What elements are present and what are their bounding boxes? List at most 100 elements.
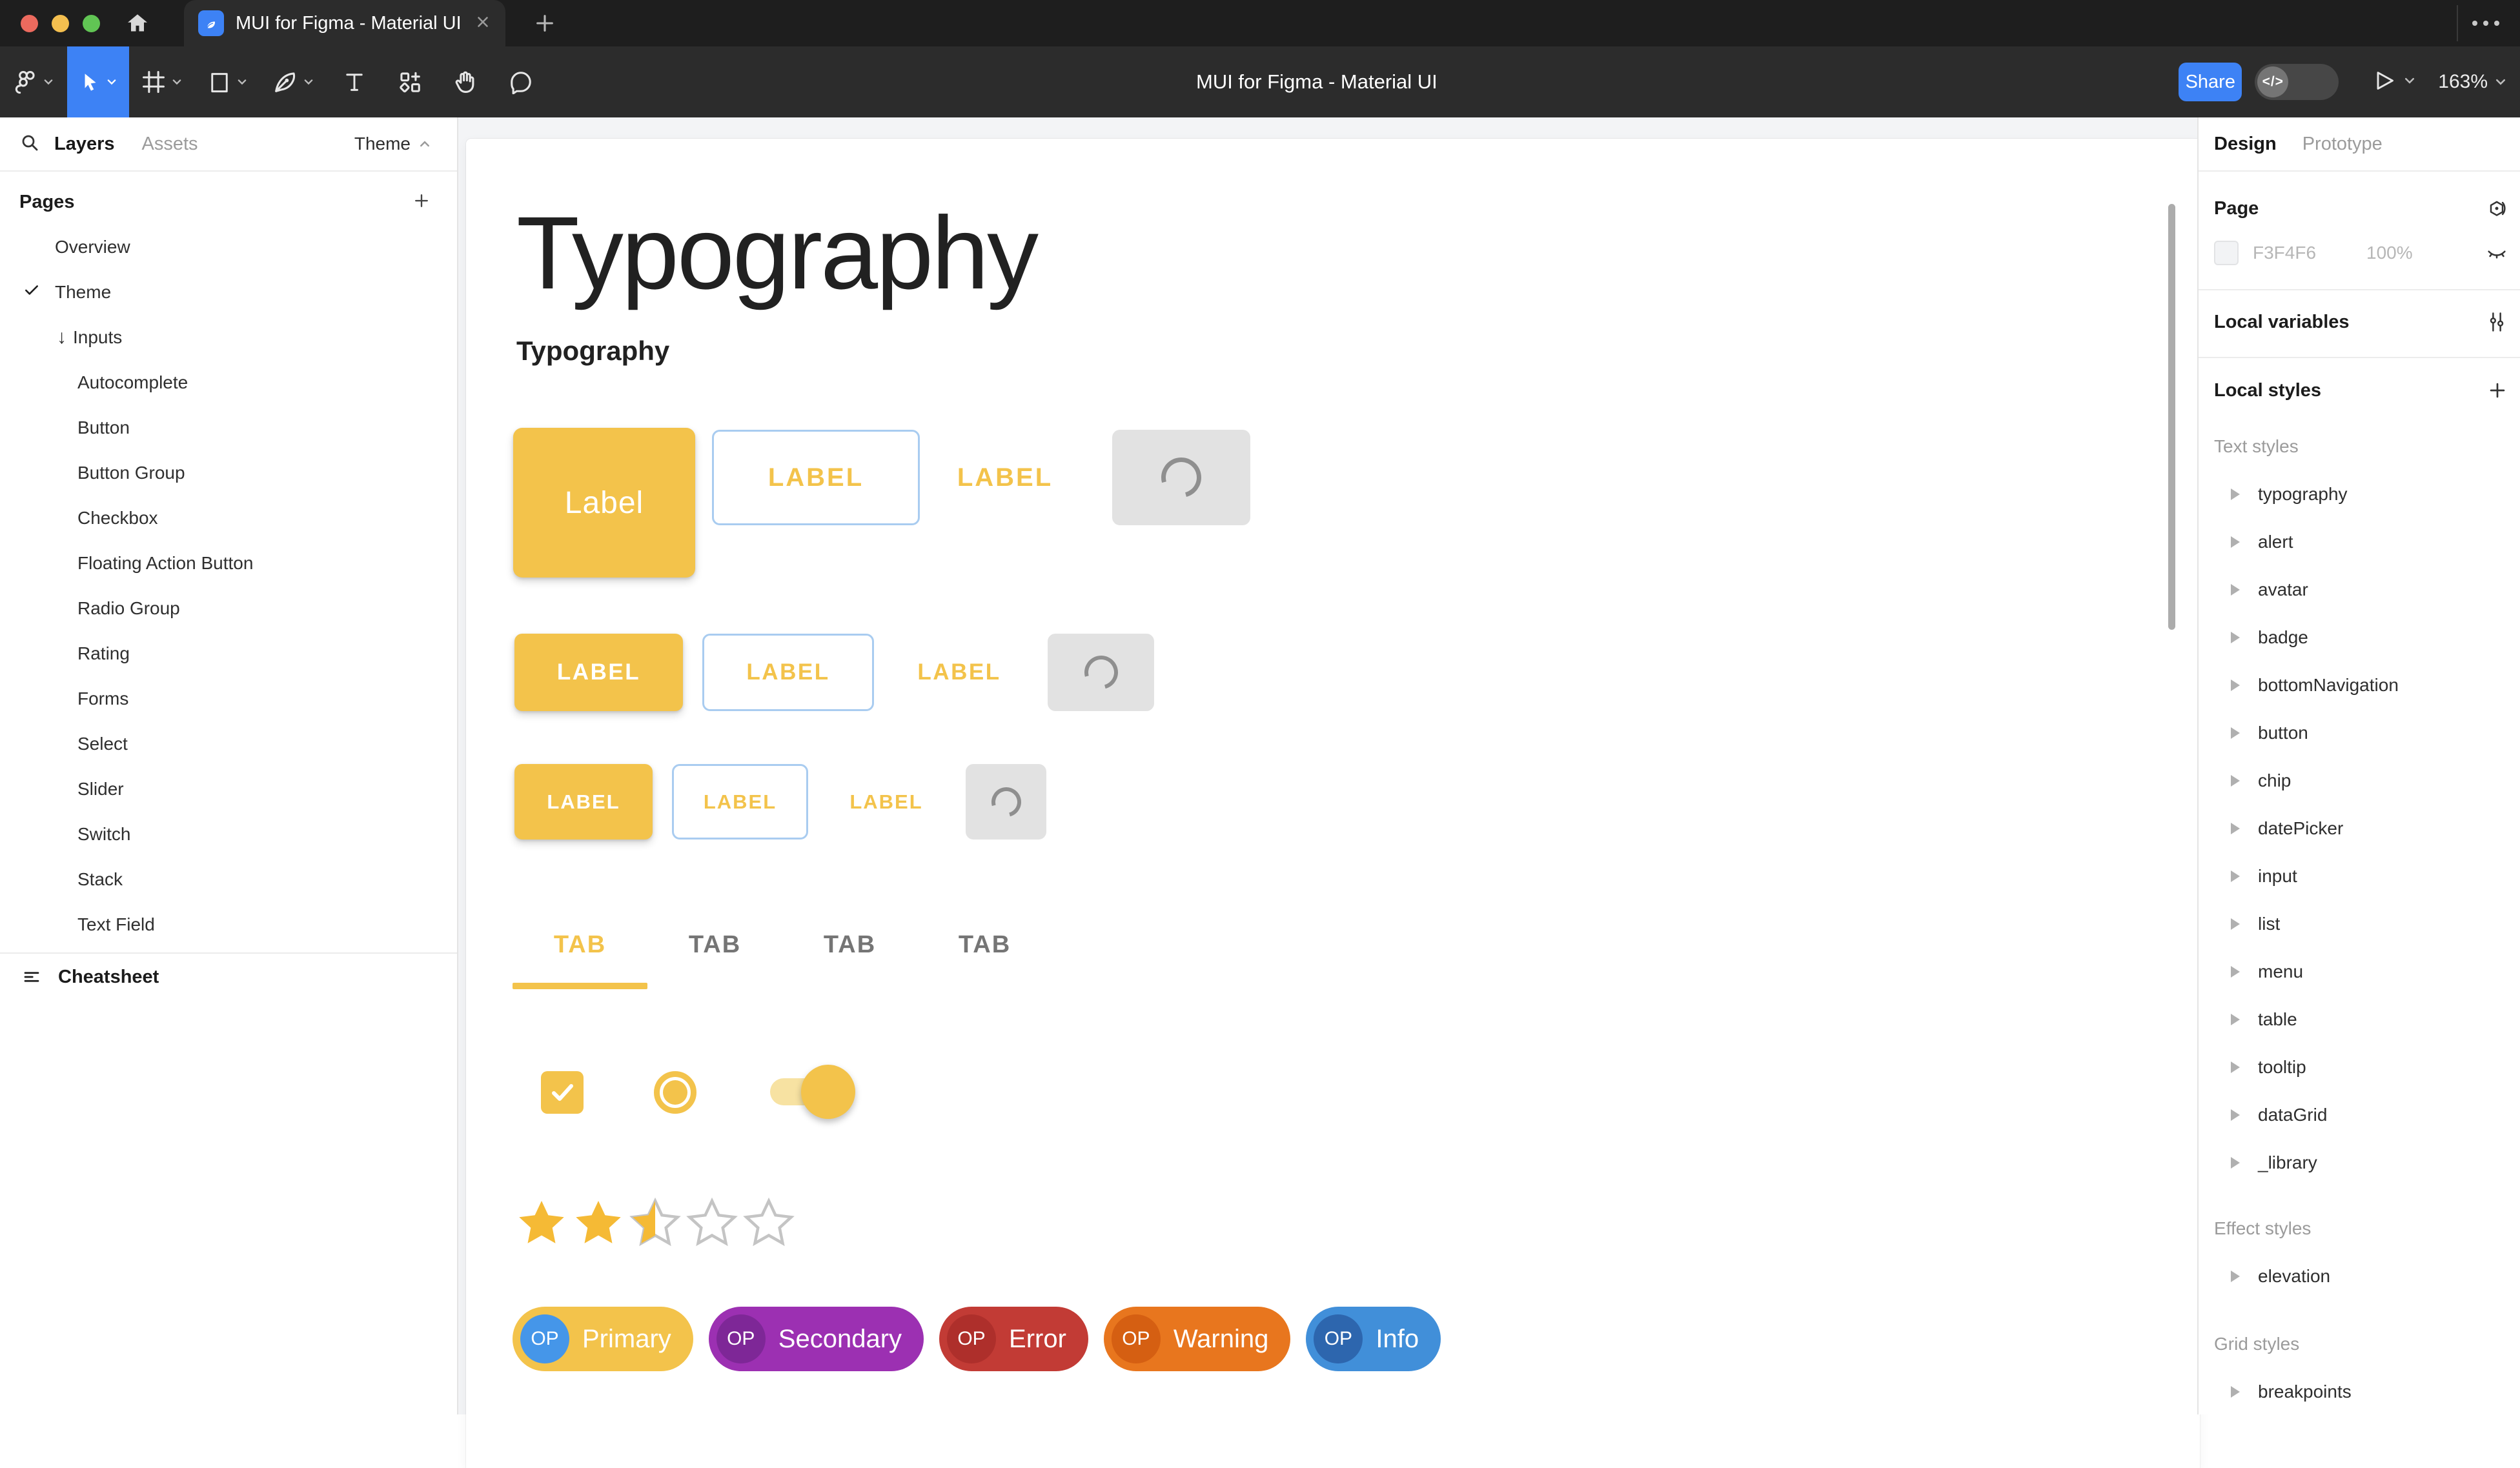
hand-tool-button[interactable] bbox=[438, 46, 493, 117]
zoom-window-button[interactable] bbox=[83, 15, 100, 32]
search-icon[interactable] bbox=[19, 132, 40, 156]
text-style-typography[interactable]: typography bbox=[2199, 475, 2520, 514]
page-color-hex[interactable]: F3F4F6 bbox=[2253, 243, 2316, 263]
add-style-icon[interactable] bbox=[2486, 379, 2508, 401]
page-item-button[interactable]: Button bbox=[0, 405, 457, 450]
styles-library-icon[interactable] bbox=[2485, 197, 2508, 220]
frame-tool-button[interactable] bbox=[129, 46, 195, 117]
page-selector[interactable]: Theme bbox=[354, 134, 431, 154]
button-outlined-small[interactable]: LABEL bbox=[672, 764, 808, 840]
present-options-chevron-icon[interactable] bbox=[2403, 74, 2416, 90]
text-style-chip[interactable]: chip bbox=[2199, 761, 2520, 800]
star-empty-icon[interactable] bbox=[685, 1196, 739, 1250]
page-item-theme[interactable]: Theme bbox=[0, 270, 457, 315]
shape-tool-button[interactable] bbox=[195, 46, 261, 117]
button-loading-large[interactable] bbox=[1112, 430, 1250, 525]
new-tab-icon[interactable] bbox=[534, 12, 556, 34]
text-style-datepicker[interactable]: datePicker bbox=[2199, 809, 2520, 848]
zoom-menu[interactable]: 163% bbox=[2438, 71, 2507, 93]
button-outlined-medium[interactable]: LABEL bbox=[702, 634, 874, 711]
page-item-switch[interactable]: Switch bbox=[0, 812, 457, 857]
button-text-small[interactable]: LABEL bbox=[828, 764, 945, 840]
canvas-heading[interactable]: Typography bbox=[516, 193, 1037, 312]
page-item-checkbox[interactable]: Checkbox bbox=[0, 496, 457, 541]
home-icon[interactable] bbox=[123, 10, 152, 36]
chip-info[interactable]: OP Info bbox=[1306, 1307, 1441, 1371]
text-style-menu[interactable]: menu bbox=[2199, 952, 2520, 991]
canvas-scrollbar[interactable] bbox=[2168, 204, 2175, 630]
add-page-icon[interactable] bbox=[412, 191, 431, 214]
text-style-badge[interactable]: badge bbox=[2199, 618, 2520, 657]
star-full-icon[interactable] bbox=[514, 1196, 569, 1250]
effect-style-elevation[interactable]: elevation bbox=[2199, 1257, 2520, 1296]
text-tool-button[interactable] bbox=[327, 46, 382, 117]
button-text-medium[interactable]: LABEL bbox=[895, 634, 1024, 711]
text-style-button[interactable]: button bbox=[2199, 714, 2520, 752]
button-text-large[interactable]: LABEL bbox=[931, 430, 1079, 525]
button-loading-medium[interactable] bbox=[1048, 634, 1154, 711]
page-item-rating[interactable]: Rating bbox=[0, 631, 457, 676]
page-item-radio-group[interactable]: Radio Group bbox=[0, 586, 457, 631]
pen-tool-button[interactable] bbox=[261, 46, 327, 117]
page-item-forms[interactable]: Forms bbox=[0, 676, 457, 721]
checkbox-checked[interactable] bbox=[541, 1071, 584, 1114]
tab-prototype[interactable]: Prototype bbox=[2302, 134, 2383, 155]
present-play-icon[interactable] bbox=[2372, 69, 2395, 96]
button-outlined-large[interactable]: LABEL bbox=[712, 430, 920, 525]
document-title[interactable]: MUI for Figma - Material UI bbox=[1196, 46, 1438, 117]
page-item-fab[interactable]: Floating Action Button bbox=[0, 541, 457, 586]
page-item-inputs[interactable]: ↓ Inputs bbox=[0, 315, 457, 360]
resources-tool-button[interactable] bbox=[382, 46, 438, 117]
text-style-table[interactable]: table bbox=[2199, 1000, 2520, 1039]
main-menu-button[interactable] bbox=[0, 46, 67, 117]
comment-tool-button[interactable] bbox=[493, 46, 549, 117]
minimize-window-button[interactable] bbox=[52, 15, 69, 32]
text-style-tooltip[interactable]: tooltip bbox=[2199, 1048, 2520, 1087]
typography-frame[interactable]: Typography Typography Label LABEL LABEL … bbox=[466, 139, 2200, 1468]
variables-sliders-icon[interactable] bbox=[2485, 310, 2508, 334]
window-overflow-menu-icon[interactable] bbox=[2472, 0, 2499, 46]
page-item-stack[interactable]: Stack bbox=[0, 857, 457, 902]
text-style-input[interactable]: input bbox=[2199, 857, 2520, 896]
button-contained-medium[interactable]: LABEL bbox=[514, 634, 683, 711]
page-item-text-field[interactable]: Text Field bbox=[0, 902, 457, 947]
share-button[interactable]: Share bbox=[2179, 63, 2242, 101]
close-window-button[interactable] bbox=[21, 15, 38, 32]
tab-assets[interactable]: Assets bbox=[142, 134, 198, 155]
canvas-tab-4[interactable]: TAB bbox=[917, 925, 1052, 965]
canvas-tab-2[interactable]: TAB bbox=[647, 925, 782, 965]
page-item-overview[interactable]: Overview bbox=[0, 225, 457, 270]
star-empty-icon[interactable] bbox=[742, 1196, 796, 1250]
chip-secondary[interactable]: OP Secondary bbox=[709, 1307, 924, 1371]
close-tab-icon[interactable] bbox=[474, 14, 491, 34]
canvas-subheading[interactable]: Typography bbox=[516, 336, 669, 367]
text-style-avatar[interactable]: avatar bbox=[2199, 570, 2520, 609]
document-tab[interactable]: MUI for Figma - Material UI bbox=[184, 0, 505, 46]
cheatsheet-item[interactable]: Cheatsheet bbox=[0, 954, 457, 1000]
text-style-datagrid[interactable]: dataGrid bbox=[2199, 1096, 2520, 1134]
text-style-list[interactable]: list bbox=[2199, 905, 2520, 943]
tab-design[interactable]: Design bbox=[2214, 134, 2277, 155]
chip-error[interactable]: OP Error bbox=[939, 1307, 1088, 1371]
page-color-opacity[interactable]: 100% bbox=[2366, 243, 2413, 263]
grid-style-breakpoints[interactable]: breakpoints bbox=[2199, 1372, 2520, 1411]
text-style-bottomnavigation[interactable]: bottomNavigation bbox=[2199, 666, 2520, 705]
chip-primary[interactable]: OP Primary bbox=[513, 1307, 693, 1371]
text-style-library[interactable]: _library bbox=[2199, 1143, 2520, 1182]
star-half-icon[interactable] bbox=[628, 1196, 682, 1250]
radio-selected[interactable] bbox=[654, 1071, 696, 1114]
page-item-autocomplete[interactable]: Autocomplete bbox=[0, 360, 457, 405]
tab-layers[interactable]: Layers bbox=[54, 134, 115, 155]
move-tool-button[interactable] bbox=[67, 46, 129, 117]
page-item-select[interactable]: Select bbox=[0, 721, 457, 767]
rating-stars[interactable] bbox=[514, 1196, 796, 1250]
star-full-icon[interactable] bbox=[571, 1196, 625, 1250]
button-loading-small[interactable] bbox=[966, 764, 1046, 840]
canvas-tab-1[interactable]: TAB bbox=[513, 925, 647, 965]
chip-warning[interactable]: OP Warning bbox=[1104, 1307, 1290, 1371]
switch-thumb[interactable] bbox=[801, 1065, 855, 1119]
button-contained-large[interactable]: Label bbox=[513, 428, 695, 578]
page-color-swatch[interactable] bbox=[2214, 241, 2239, 265]
page-item-slider[interactable]: Slider bbox=[0, 767, 457, 812]
dev-mode-toggle[interactable]: </> bbox=[2255, 64, 2339, 100]
